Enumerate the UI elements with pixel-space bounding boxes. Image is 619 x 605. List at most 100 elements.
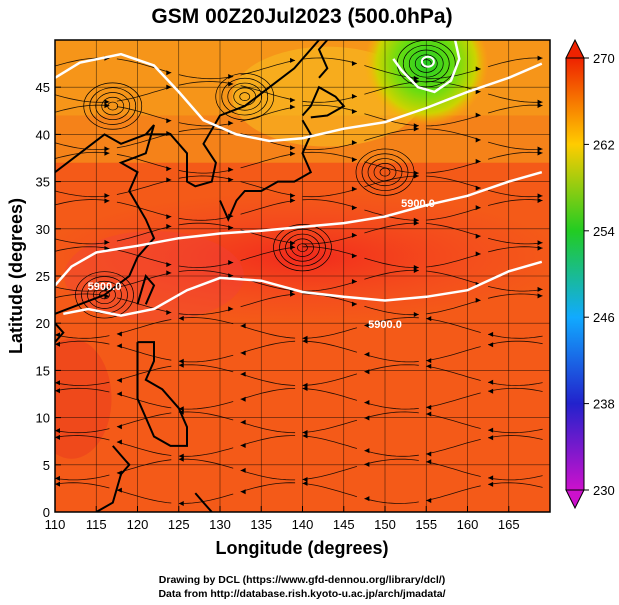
streamline (116, 489, 172, 504)
streamline (364, 113, 419, 127)
streamline (116, 272, 172, 288)
streamline-arrow (116, 343, 122, 349)
coastline-segment (95, 445, 131, 512)
streamline-arrow (475, 89, 481, 95)
streamline-arrow (240, 371, 246, 377)
streamline (116, 393, 172, 409)
streamline (55, 482, 110, 489)
streamline-arrow (228, 177, 234, 183)
streamline-arrow (426, 316, 432, 322)
streamline-arrow (116, 424, 122, 430)
streamline (364, 209, 419, 221)
streamline-arrow (426, 498, 432, 504)
vortex-ring (87, 280, 122, 309)
streamline-arrow (290, 104, 296, 110)
streamline-arrow (55, 388, 60, 394)
coastline-segment (136, 341, 188, 447)
x-tick-label: 115 (86, 517, 107, 532)
streamline (240, 388, 296, 400)
streamline-arrow (475, 158, 481, 164)
streamline (426, 346, 481, 361)
streamline (364, 128, 419, 141)
streamline (116, 319, 172, 335)
streamline-arrow (104, 239, 110, 245)
streamline (178, 262, 234, 268)
streamline-arrow (166, 70, 172, 76)
streamline (364, 161, 419, 174)
y-axis-ticks: 0 5 10 15 20 25 30 35 40 45 (36, 80, 61, 520)
streamline (426, 128, 481, 141)
streamline (240, 60, 296, 76)
streamline-arrow (240, 396, 246, 402)
coastline-segment (301, 85, 346, 119)
vortex-ring (75, 271, 134, 319)
contour-label: 5900.0 (88, 281, 122, 293)
streamline-arrow (537, 99, 543, 105)
streamline (178, 364, 234, 373)
contour-label: 5900.0 (368, 319, 402, 331)
streamline (302, 373, 358, 386)
streamline (426, 318, 481, 333)
streamline-arrow (116, 439, 122, 445)
streamline-arrow (488, 342, 494, 348)
streamline-arrow (475, 185, 481, 191)
streamline (364, 305, 419, 316)
x-tick-label: 110 (45, 517, 66, 532)
streamline (55, 104, 110, 113)
streamline (488, 340, 543, 346)
contour-line (392, 40, 461, 94)
streamline-arrow (413, 217, 419, 223)
x-tick-label: 165 (498, 517, 520, 532)
streamline (55, 94, 110, 103)
y-tick-label: 35 (36, 175, 50, 190)
colorbar: 230 238 246 254 262 270 (565, 38, 615, 510)
streamline (302, 483, 358, 498)
streamline-arrow (116, 391, 122, 397)
y-tick-label: 25 (36, 269, 50, 284)
streamline-arrow (166, 118, 172, 124)
streamline-arrow (228, 120, 234, 126)
streamline (487, 237, 543, 245)
streamline (487, 141, 543, 150)
colorbar-top-arrow (565, 38, 585, 59)
streamline-arrow (351, 205, 357, 211)
streamline-arrow (537, 240, 543, 246)
streamline (240, 421, 296, 434)
vortex-ring (107, 101, 119, 111)
x-tick-label: 150 (374, 517, 396, 532)
streamline-arrow (290, 291, 296, 297)
streamline-arrow (178, 453, 184, 459)
streamline (178, 308, 234, 316)
colorbar-tick-label: 230 (593, 483, 615, 498)
streamline-arrow (228, 213, 234, 219)
streamline (116, 58, 172, 74)
vortex-ring (99, 290, 110, 300)
colorbar-ticks: 230 238 246 254 262 270 (584, 51, 615, 498)
contour-5900: 5900.0 5900.0 5900.0 (55, 40, 543, 331)
streamline-arrow (228, 167, 234, 173)
vortex-ring (215, 73, 275, 121)
streamline-arrow (426, 404, 432, 410)
streamline-arrow (290, 57, 296, 63)
streamline-arrow (166, 309, 172, 315)
streamline (116, 249, 172, 265)
streamline-arrow (290, 151, 296, 157)
streamline-arrow (537, 55, 543, 61)
colorbar-bottom-arrow (565, 489, 585, 510)
streamline-arrow (537, 245, 543, 251)
streamline (488, 293, 543, 299)
x-tick-label: 145 (333, 517, 355, 532)
streamline (178, 169, 234, 174)
streamline-arrow (537, 193, 543, 199)
streamline (55, 435, 110, 441)
x-axis-label: Longitude (degrees) (215, 538, 388, 558)
x-tick-label: 160 (457, 517, 479, 532)
streamline (178, 317, 234, 325)
streamline (364, 458, 419, 465)
streamline (488, 333, 543, 339)
colorbar-tick-label: 238 (593, 397, 615, 412)
streamline (55, 474, 110, 481)
streamline (426, 253, 481, 268)
coastline-segment (194, 492, 213, 512)
